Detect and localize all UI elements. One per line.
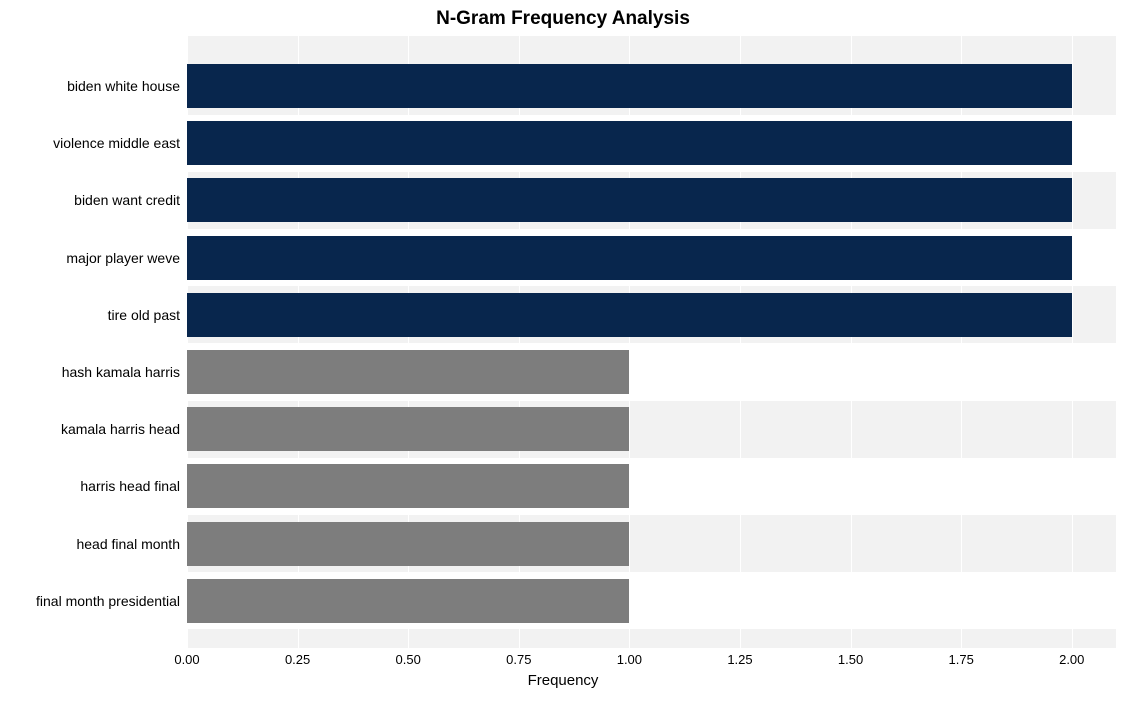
xtick-label: 0.75 xyxy=(506,652,531,667)
bar xyxy=(187,236,1072,280)
xtick-label: 0.25 xyxy=(285,652,310,667)
ytick-label: biden want credit xyxy=(0,192,180,208)
bar xyxy=(187,178,1072,222)
xtick-label: 2.00 xyxy=(1059,652,1084,667)
xtick-label: 1.00 xyxy=(617,652,642,667)
xtick-label: 1.50 xyxy=(838,652,863,667)
chart-container: N-Gram Frequency Analysis Frequency bide… xyxy=(0,0,1126,701)
xtick-label: 1.25 xyxy=(727,652,752,667)
gridline xyxy=(1072,36,1073,648)
xtick-label: 1.75 xyxy=(949,652,974,667)
ytick-label: tire old past xyxy=(0,307,180,323)
xtick-label: 0.00 xyxy=(174,652,199,667)
bar xyxy=(187,464,629,508)
ytick-label: head final month xyxy=(0,536,180,552)
bar xyxy=(187,293,1072,337)
ytick-label: kamala harris head xyxy=(0,421,180,437)
xaxis-label: Frequency xyxy=(0,672,1126,689)
bar xyxy=(187,407,629,451)
bar xyxy=(187,579,629,623)
ytick-label: major player weve xyxy=(0,250,180,266)
ytick-label: harris head final xyxy=(0,478,180,494)
ytick-label: hash kamala harris xyxy=(0,364,180,380)
ytick-label: violence middle east xyxy=(0,135,180,151)
ytick-label: final month presidential xyxy=(0,593,180,609)
ytick-label: biden white house xyxy=(0,78,180,94)
bar xyxy=(187,350,629,394)
bar xyxy=(187,522,629,566)
bar xyxy=(187,64,1072,108)
grid-band xyxy=(187,629,1116,648)
xtick-label: 0.50 xyxy=(396,652,421,667)
plot-area xyxy=(187,36,1116,648)
chart-title: N-Gram Frequency Analysis xyxy=(0,8,1126,30)
bar xyxy=(187,121,1072,165)
